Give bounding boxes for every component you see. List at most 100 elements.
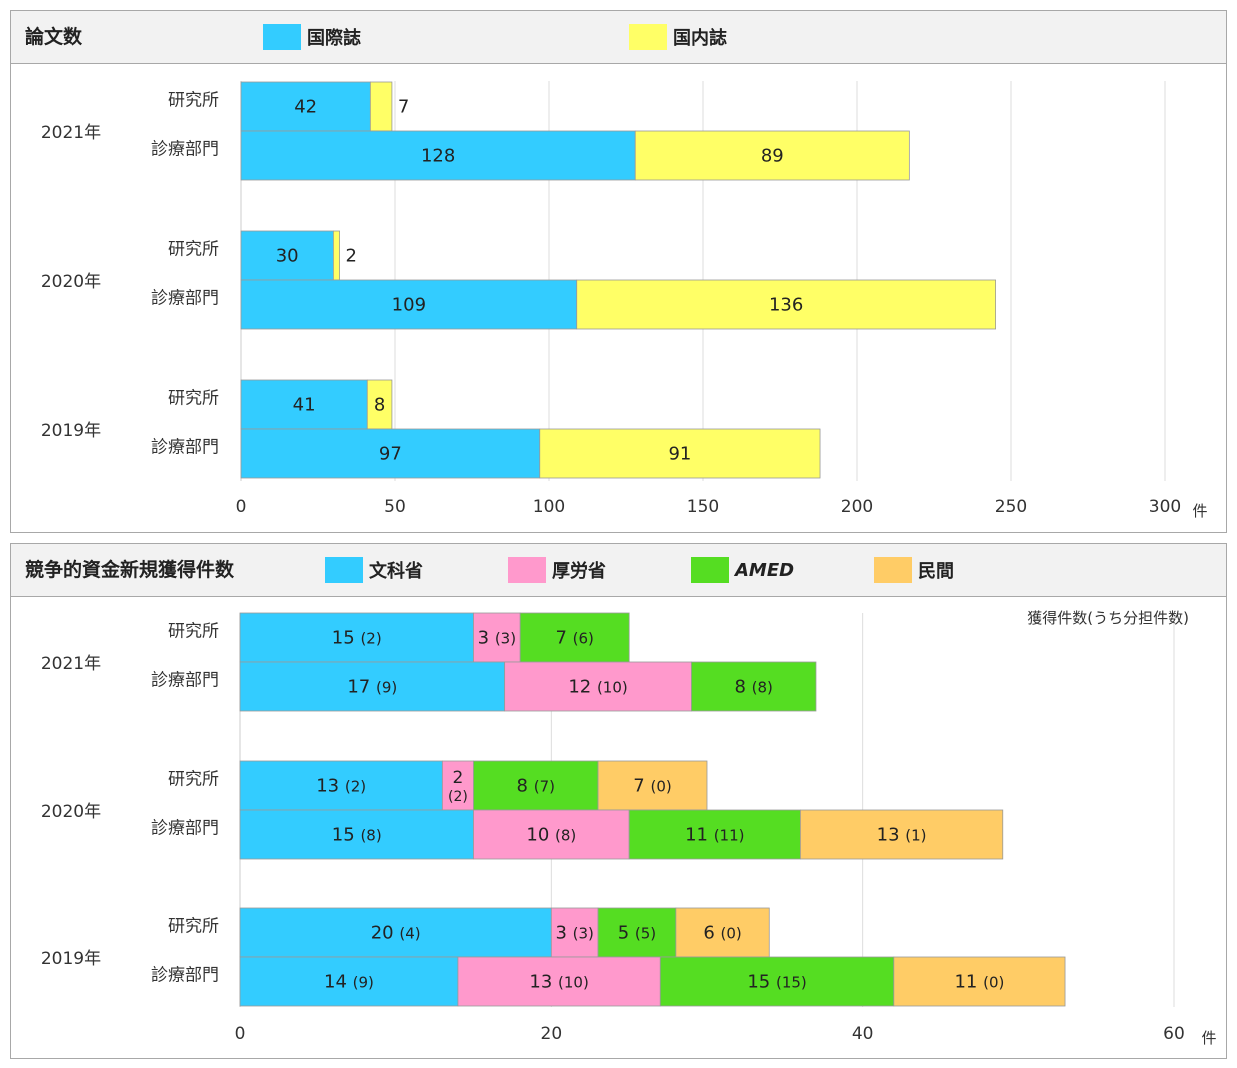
bar-segment: [239, 661, 506, 712]
data-label-shared: (11): [714, 827, 745, 845]
data-label: 128: [421, 146, 455, 167]
bar-segment: [239, 760, 443, 811]
funding-header: 競争的資金新規獲得件数 文科省 厚労省 AMED 民間: [11, 544, 1226, 597]
data-label-shared: (7): [534, 778, 555, 796]
data-label: 109: [392, 295, 426, 316]
data-label: 13 (10): [529, 972, 588, 993]
bar-segment: [519, 612, 630, 663]
data-label-value: 15: [747, 972, 776, 993]
data-label-shared: (10): [558, 974, 589, 992]
x-tick-label: 300: [1149, 497, 1181, 517]
data-label: 8: [374, 395, 385, 416]
data-label-shared: (15): [776, 974, 807, 992]
category-label: 診療部門: [151, 671, 219, 691]
year-label: 2019年: [41, 949, 101, 969]
bar-segment: [457, 956, 661, 1007]
data-label-value: 5: [618, 923, 635, 944]
data-label-value: 13: [316, 776, 345, 797]
data-label: 14 (9): [324, 972, 374, 993]
legend-amed: AMED: [691, 557, 794, 583]
data-label: 2: [453, 768, 464, 788]
data-label: 12 (10): [568, 677, 627, 698]
legend-kourou: 厚労省: [508, 557, 606, 583]
data-label: 5 (5): [618, 923, 656, 944]
bar-segment: [659, 956, 895, 1007]
data-label-shared: (0): [650, 778, 671, 796]
papers-panel: 論文数 国際誌 国内誌 0 50 100 150 200 250 300 件 2021年 研究所 4…: [10, 10, 1227, 533]
bar-segment: [366, 379, 393, 430]
data-label: 7: [398, 97, 409, 118]
x-tick-label: 60: [1163, 1024, 1185, 1044]
bar-segment: [240, 81, 371, 132]
bar-segment: [597, 760, 708, 811]
data-label: 2: [346, 246, 357, 267]
bar-segment: [369, 81, 393, 132]
data-label: 15 (8): [332, 825, 382, 846]
x-tick-label: 100: [533, 497, 565, 517]
data-label-value: 12: [568, 677, 597, 698]
bar-segment: [893, 956, 1066, 1007]
data-label: 8 (8): [734, 677, 772, 698]
category-label: 研究所: [168, 622, 219, 642]
data-label: 41: [293, 395, 316, 416]
x-unit-label: 件: [1201, 1029, 1216, 1047]
year-label: 2019年: [41, 421, 101, 441]
bar-segment: [634, 130, 910, 181]
papers-header: 論文数 国際誌 国内誌: [11, 11, 1226, 64]
category-label: 診療部門: [151, 966, 219, 986]
legend-domestic: 国内誌: [629, 24, 727, 50]
year-label: 2020年: [41, 272, 101, 292]
x-tick-label: 200: [841, 497, 873, 517]
x-tick-label: 150: [687, 497, 719, 517]
bar-segment: [240, 379, 368, 430]
bar-segment: [504, 661, 692, 712]
data-label-value: 8: [734, 677, 751, 698]
funding-title: 競争的資金新規獲得件数: [25, 559, 235, 581]
data-label-value: 11: [954, 972, 983, 993]
data-label: 17 (9): [347, 677, 397, 698]
data-label-shared: (3): [495, 630, 516, 648]
legend-intl: 国際誌: [263, 24, 361, 50]
x-tick-label: 40: [852, 1024, 874, 1044]
category-label: 診療部門: [151, 819, 219, 839]
data-label: 136: [769, 295, 803, 316]
category-label: 研究所: [168, 389, 219, 409]
data-label: 7 (0): [633, 776, 671, 797]
data-label-value: 17: [347, 677, 376, 698]
category-label: 研究所: [168, 240, 219, 260]
category-label: 診療部門: [151, 289, 219, 309]
data-label: 8 (7): [517, 776, 555, 797]
year-label: 2021年: [41, 123, 101, 143]
data-label-shared: (2): [360, 630, 381, 648]
data-label-value: 6: [703, 923, 720, 944]
data-label: 15 (15): [747, 972, 806, 993]
legend-domestic-swatch: [629, 24, 667, 50]
bar-segment: [332, 230, 340, 281]
data-label: 42: [294, 97, 317, 118]
data-label-value: 15: [332, 825, 361, 846]
bar-segment: [441, 760, 474, 811]
data-label-shared: (8): [360, 827, 381, 845]
data-label: 97: [379, 444, 402, 465]
data-label: 13 (1): [877, 825, 927, 846]
x-tick-label: 250: [995, 497, 1027, 517]
data-label: 11 (11): [685, 825, 744, 846]
data-label: 3 (3): [478, 628, 516, 649]
x-tick-label: 20: [541, 1024, 563, 1044]
data-label-value: 7: [555, 628, 572, 649]
bar-segment: [473, 612, 521, 663]
bar-segment: [473, 760, 599, 811]
data-label-value: 11: [685, 825, 714, 846]
data-label-value: 15: [332, 628, 361, 649]
legend-monka: 文科省: [325, 557, 423, 583]
legend-intl-swatch: [263, 24, 301, 50]
papers-title: 論文数: [25, 26, 83, 48]
category-label: 診療部門: [151, 140, 219, 160]
category-label: 研究所: [168, 770, 219, 790]
data-label-shared: (6): [573, 630, 594, 648]
data-label-value: 7: [633, 776, 650, 797]
bar-segment: [800, 809, 1004, 860]
data-label-shared: (8): [752, 679, 773, 697]
data-label-shared: (2): [345, 778, 366, 796]
